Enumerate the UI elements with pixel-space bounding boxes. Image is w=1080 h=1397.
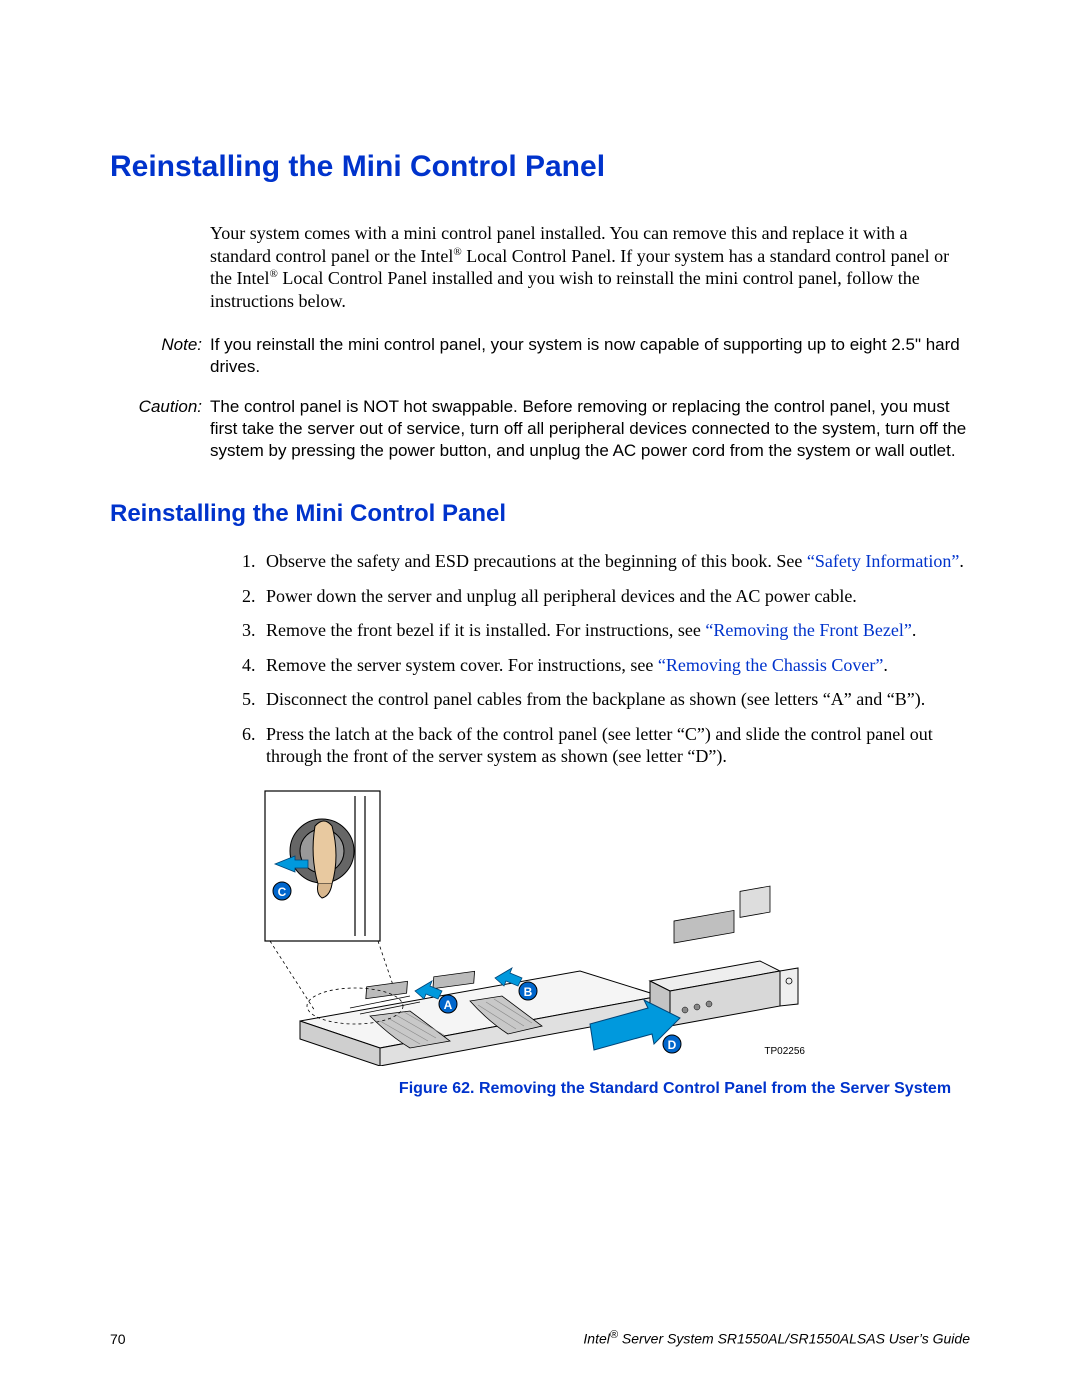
caution-label: Caution: xyxy=(110,396,210,462)
step-text: Observe the safety and ESD precautions a… xyxy=(266,551,807,571)
guide-title: Intel® Server System SR1550AL/SR1550ALSA… xyxy=(583,1329,970,1347)
tp-number: TP02256 xyxy=(764,1046,805,1057)
step-text: Remove the server system cover. For inst… xyxy=(266,655,658,675)
control-panel-assembly xyxy=(650,886,798,1026)
caution-block: Caution: The control panel is NOT hot sw… xyxy=(110,396,970,462)
page-title: Reinstalling the Mini Control Panel xyxy=(110,150,970,184)
figure-illustration: C A xyxy=(260,786,820,1066)
thumb xyxy=(313,821,336,884)
caution-body: The control panel is NOT hot swappable. … xyxy=(210,396,970,462)
reg-mark: ® xyxy=(610,1329,618,1341)
intro-text-3: Local Control Panel installed and you wi… xyxy=(210,268,920,311)
step-4: Remove the server system cover. For inst… xyxy=(260,654,970,677)
note-label: Note: xyxy=(110,334,210,378)
step-text: Remove the front bezel if it is installe… xyxy=(266,620,705,640)
callout-b-label: B xyxy=(524,985,533,999)
step-6: Press the latch at the back of the contr… xyxy=(260,723,970,768)
callout-d-label: D xyxy=(668,1038,677,1052)
step-2: Power down the server and unplug all per… xyxy=(260,585,970,608)
link-removing-chassis-cover[interactable]: “Removing the Chassis Cover” xyxy=(658,655,883,675)
steps-list: Observe the safety and ESD precautions a… xyxy=(260,550,970,768)
figure-caption: Figure 62. Removing the Standard Control… xyxy=(380,1080,970,1098)
intro-paragraph: Your system comes with a mini control pa… xyxy=(210,222,970,312)
figure-62: C A xyxy=(260,786,970,1098)
reg-mark: ® xyxy=(453,246,461,258)
step-1: Observe the safety and ESD precautions a… xyxy=(260,550,970,573)
link-safety-information[interactable]: “Safety Information” xyxy=(807,551,959,571)
step-3: Remove the front bezel if it is installe… xyxy=(260,619,970,642)
step-text: . xyxy=(959,551,964,571)
step-text: . xyxy=(912,620,917,640)
callout-a-label: A xyxy=(444,998,453,1012)
page-footer: 70 Intel® Server System SR1550AL/SR1550A… xyxy=(110,1329,970,1347)
guide-text-a: Intel xyxy=(583,1331,609,1347)
section-heading: Reinstalling the Mini Control Panel xyxy=(110,500,970,528)
step-5: Disconnect the control panel cables from… xyxy=(260,688,970,711)
chassis xyxy=(300,971,660,1066)
page-number: 70 xyxy=(110,1331,126,1347)
callout-c-label: C xyxy=(278,885,287,899)
note-block: Note: If you reinstall the mini control … xyxy=(110,334,970,378)
step-text: . xyxy=(883,655,888,675)
note-body: If you reinstall the mini control panel,… xyxy=(210,334,970,378)
guide-text-b: Server System SR1550AL/SR1550ALSAS User’… xyxy=(618,1331,970,1347)
link-removing-front-bezel[interactable]: “Removing the Front Bezel” xyxy=(705,620,911,640)
reg-mark: ® xyxy=(269,268,277,280)
